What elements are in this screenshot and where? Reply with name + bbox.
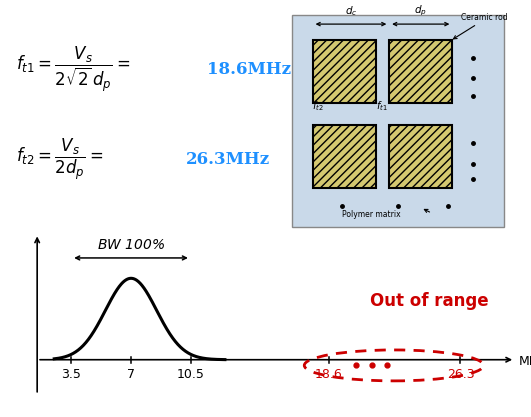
Text: $d_c$: $d_c$ (345, 5, 357, 18)
Text: $BW$ 100%: $BW$ 100% (97, 238, 165, 252)
Bar (389, 126, 452, 188)
Text: Ceramic rod: Ceramic rod (461, 13, 508, 22)
Text: 3.5: 3.5 (62, 368, 81, 381)
Text: 10.5: 10.5 (177, 368, 205, 381)
Bar (313, 126, 376, 188)
Text: Polymer matrix: Polymer matrix (342, 210, 400, 219)
Bar (389, 40, 452, 103)
Text: 18.6: 18.6 (315, 368, 343, 381)
Text: Out of range: Out of range (371, 292, 489, 310)
Text: 18.6MHz: 18.6MHz (207, 60, 291, 78)
Text: $f_{t1}$: $f_{t1}$ (376, 100, 388, 113)
Text: 26.3: 26.3 (447, 368, 474, 381)
Text: MHz: MHz (518, 355, 531, 368)
Text: 7: 7 (127, 368, 135, 381)
Text: $d_p$: $d_p$ (414, 4, 427, 18)
Text: $f_{t2}$: $f_{t2}$ (312, 100, 323, 113)
Text: $f_{t2} = \dfrac{V_s}{2d_p} = $: $f_{t2} = \dfrac{V_s}{2d_p} = $ (16, 136, 103, 182)
Text: 26.3MHz: 26.3MHz (186, 151, 270, 168)
Text: $f_{t1} = \dfrac{V_s}{2\sqrt{2}\,d_p} = $: $f_{t1} = \dfrac{V_s}{2\sqrt{2}\,d_p} = … (16, 45, 130, 94)
Bar (313, 40, 376, 103)
